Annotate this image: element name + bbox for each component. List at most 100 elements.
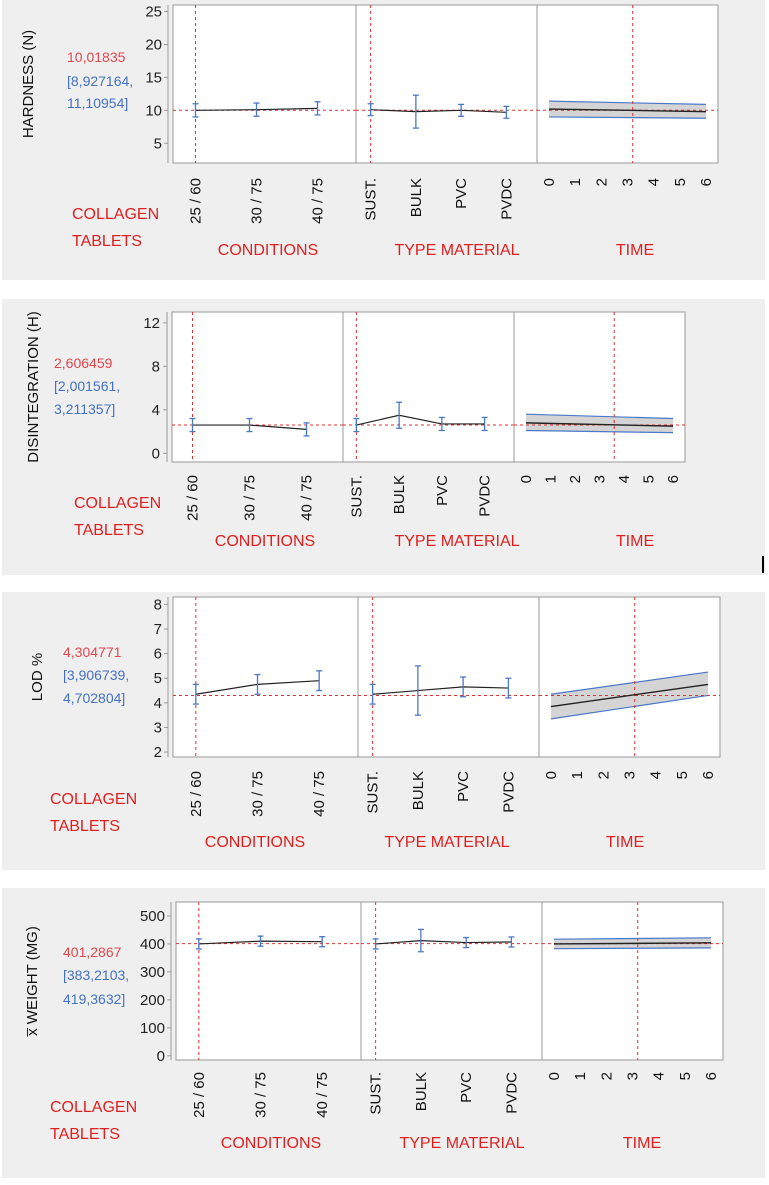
x-tick-label: BULK [391,475,408,514]
y-axis-title: x̅ WEIGHT (MG) [24,926,41,1037]
y-axis-title: LOD % [29,653,46,701]
x-tick-label: 5 [674,771,691,779]
x-axis-title: TIME [616,533,654,550]
interval-lower: [3,906739, [63,667,129,683]
y-tick-label: 0 [152,445,160,462]
x-axis-title: TIME [616,242,654,259]
y-tick-label: 0 [157,1048,165,1065]
y-tick-label: 8 [152,358,160,375]
y-tick-label: 8 [154,596,162,613]
x-tick-label: 2 [567,475,584,483]
x-axis-title: CONDITIONS [215,533,315,550]
x-tick-label: 4 [646,178,663,186]
x-tick-label: 3 [622,771,639,779]
x-tick-label: 5 [677,1072,694,1080]
x-tick-label: 0 [518,475,535,483]
x-axis-title: TIME [623,1135,661,1152]
x-tick-label: 0 [543,771,560,779]
x-tick-label: PVDC [477,475,494,517]
x-tick-label: 30 / 75 [250,771,267,817]
panel-frame [171,311,344,463]
band-upper-edge [548,100,707,106]
x-tick-label: SUST. [368,1072,385,1115]
x-tick-label: 1 [572,1072,589,1080]
x-tick-label: 1 [543,475,560,483]
x-tick-label: 3 [592,475,609,483]
chart-block: 0 4 8 12 DISINTEGRATION (H) 2,606459 [2,001561… [2,299,765,575]
trend-line [525,422,674,427]
x-tick-label: 40 / 75 [310,178,327,224]
x-tick-label: 25 / 60 [191,1072,208,1118]
x-tick-label: 3 [625,1072,642,1080]
product-label-line: COLLAGEN [74,495,161,512]
mean-value: 2,606459 [54,355,113,371]
profiler-panel: 25 / 60 30 / 75 40 / 75 CONDITIONS [172,596,359,851]
profiler-panel: 25 / 60 30 / 75 40 / 75 CONDITIONS [171,311,344,550]
y-tick-label: 5 [154,670,162,687]
profiler-panel: SUST. BULK PVC PVDC TYPE MATERIAL [342,311,520,550]
panel-frame [175,901,362,1061]
x-tick-label: BULK [410,771,427,810]
product-label-line: COLLAGEN [50,1099,137,1116]
x-tick-label: 25 / 60 [188,178,205,224]
y-tick-label: 2 [154,744,162,761]
y-tick-label: 400 [140,936,165,953]
x-axis-title: TYPE MATERIAL [399,1135,524,1152]
chart-block: 2 3 4 5 6 7 8 LOD % 4,304771 [3,906739, 4,702804] C… [2,592,765,870]
mean-line [356,414,485,426]
x-tick-label: 3 [620,178,637,186]
y-axis-title: DISINTEGRATION (H) [25,311,42,462]
interval-lower: [383,2103, [63,967,129,983]
mean-value: 10,01835 [67,49,126,65]
product-label-line: TABLETS [72,233,142,250]
y-tick-label: 10 [145,102,162,119]
mean-line [372,686,509,695]
x-tick-label: PVDC [500,771,517,813]
band-upper-edge [553,937,712,940]
confidence-band [526,414,673,433]
profiler-panel: SUST. BULK PVC PVDC TYPE MATERIAL [355,4,538,259]
panel-frame [541,901,724,1061]
y-tick-label: 7 [154,621,162,638]
product-label-line: TABLETS [74,522,144,539]
interval-lower: [8,927164, [67,73,133,89]
y-tick-label: 20 [145,37,162,54]
x-tick-label: BULK [408,178,425,217]
panel-frame [360,901,543,1061]
x-axis-title: CONDITIONS [218,242,318,259]
x-axis-title: TYPE MATERIAL [394,242,519,259]
x-tick-label: 30 / 75 [253,1072,270,1118]
x-tick-label: SUST. [363,178,380,221]
band-lower-edge [550,694,709,720]
x-tick-label: 1 [567,178,584,186]
x-axis-title: TYPE MATERIAL [394,533,519,550]
interval-upper: 3,211357] [54,401,115,417]
y-axis-title: HARDNESS (N) [20,30,37,138]
x-tick-label: PVC [458,1072,475,1103]
trend-line [553,942,712,945]
x-tick-label: 30 / 75 [242,475,259,521]
x-tick-label: SUST. [365,771,382,814]
text-cursor-mark [762,556,764,573]
x-tick-label: 2 [595,771,612,779]
x-tick-label: 25 / 60 [185,475,202,521]
panel-frame [536,4,719,164]
x-tick-label: 4 [616,475,633,483]
y-tick-label: 12 [143,315,160,332]
y-tick-label: 25 [145,4,162,21]
x-tick-label: 6 [698,178,715,186]
profiler-panel: SUST. BULK PVC PVDC TYPE MATERIAL [357,596,540,851]
x-tick-label: PVC [434,475,451,506]
panel-frame [172,4,357,164]
band-lower-edge [548,116,707,119]
x-tick-label: 4 [648,771,665,779]
y-tick-label: 6 [154,646,162,663]
y-tick-label: 5 [154,135,162,152]
